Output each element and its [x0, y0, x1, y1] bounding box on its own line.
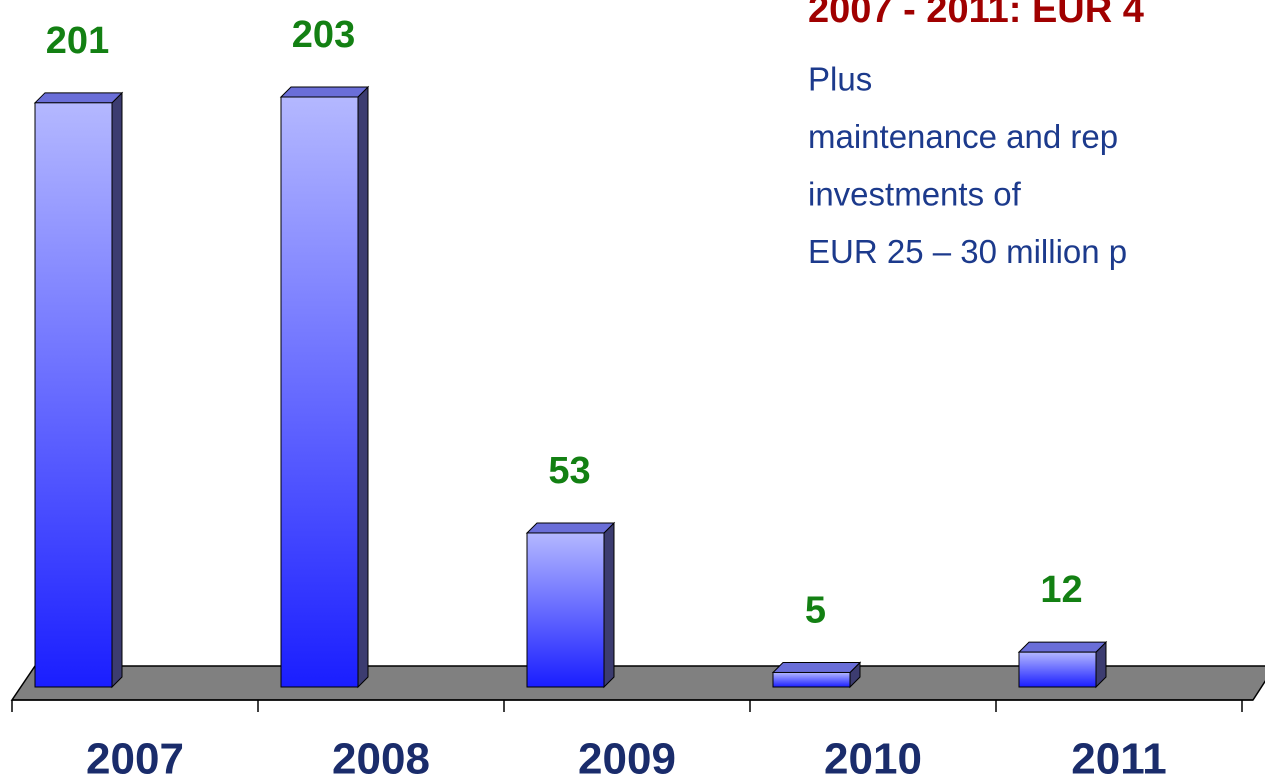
- x-tick-label: 2011: [1071, 735, 1166, 784]
- bar-side: [357, 85, 369, 689]
- bar: [279, 85, 370, 689]
- value-label: 201: [46, 20, 109, 62]
- bar-front: [1018, 651, 1097, 688]
- bar-top: [1017, 641, 1108, 653]
- bar-top: [525, 522, 616, 534]
- annotation-title: 2007 - 2011: EUR 4: [808, 0, 1144, 31]
- annotation-line: investments of: [808, 176, 1022, 213]
- value-label: 203: [292, 14, 355, 56]
- bar-front: [34, 102, 113, 688]
- bar-front: [526, 532, 605, 688]
- bar-top: [771, 661, 862, 673]
- annotation: Plus maintenance and rep investments of EUR…: [808, 61, 1127, 271]
- bar-front: [280, 96, 359, 688]
- value-label: 5: [805, 589, 826, 631]
- bar-top: [279, 86, 370, 98]
- bar: [33, 91, 124, 689]
- x-tick-label: 2008: [332, 735, 430, 784]
- bar-front: [772, 671, 851, 688]
- annotation-line: maintenance and rep: [808, 118, 1118, 155]
- bar-side: [111, 91, 123, 689]
- bar: [525, 521, 616, 689]
- x-tick-label: 2007: [86, 735, 184, 784]
- bar-top: [33, 92, 124, 104]
- value-label: 12: [1040, 569, 1082, 611]
- bar: [771, 661, 862, 689]
- value-label: 53: [548, 450, 590, 492]
- x-tick-label: 2009: [578, 735, 676, 784]
- bar: [1017, 640, 1108, 689]
- bar-side: [603, 521, 615, 689]
- annotation-line: EUR 25 – 30 million p: [808, 233, 1127, 270]
- x-tick-label: 2010: [824, 735, 922, 784]
- annotation-line: Plus: [808, 61, 872, 98]
